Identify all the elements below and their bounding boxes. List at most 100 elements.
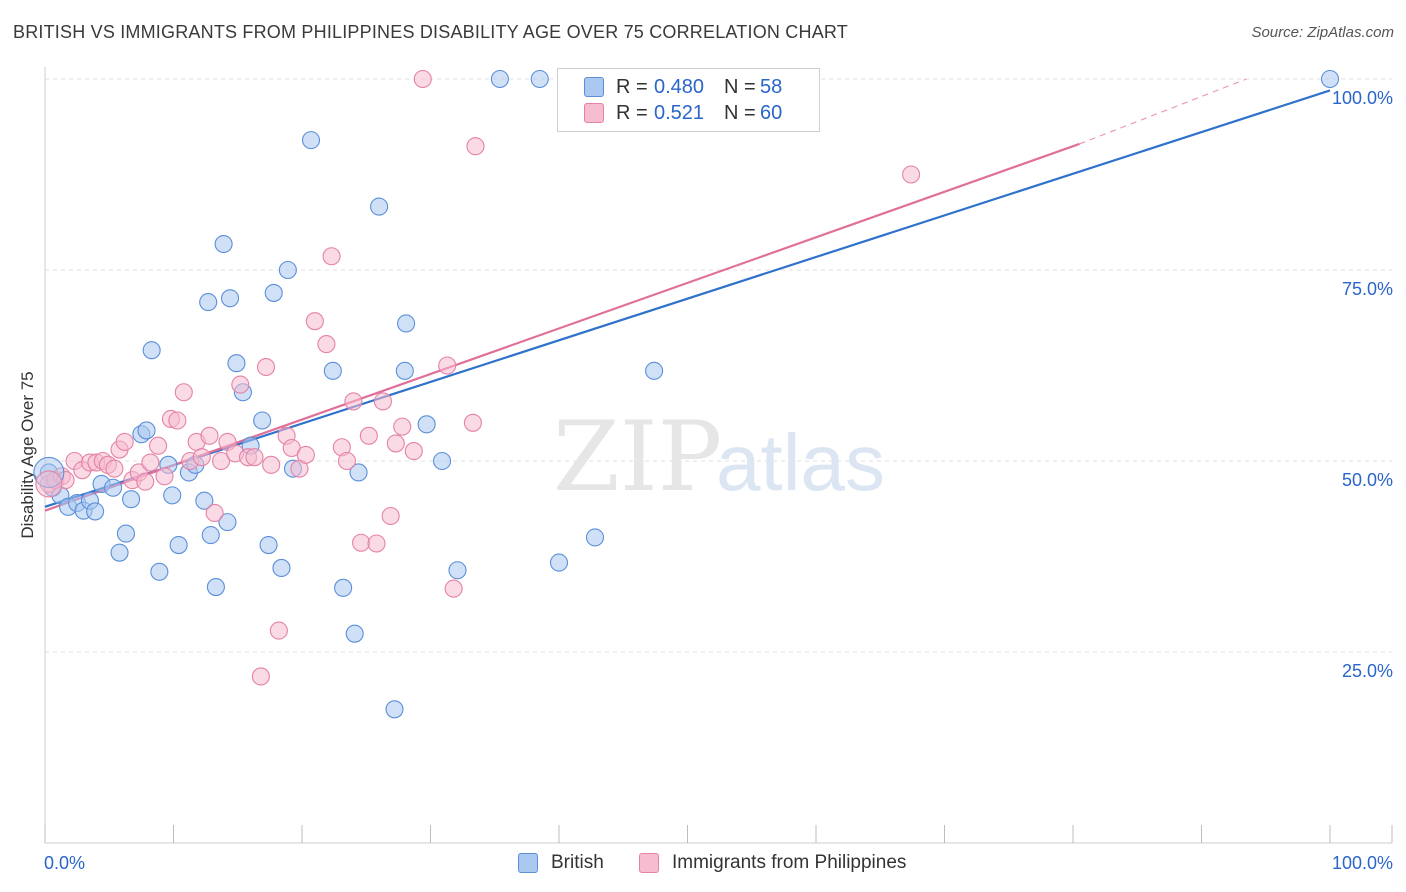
- british-point: [645, 361, 664, 380]
- british-point: [195, 491, 214, 510]
- trend-lines: [44, 78, 1331, 512]
- philippines-point: [344, 392, 363, 411]
- x-tick-label: 100.0%: [1332, 853, 1393, 873]
- r-value: 0.480: [654, 75, 705, 98]
- british-point: [370, 197, 389, 216]
- philippines-point: [393, 417, 412, 436]
- philippines-trend-extension: [1079, 78, 1247, 145]
- british-point: [272, 558, 291, 578]
- british-point: [110, 543, 129, 562]
- philippines-point: [192, 448, 211, 467]
- philippines-point: [245, 448, 264, 467]
- philippines-point: [155, 467, 174, 486]
- n-value: 58: [760, 75, 783, 98]
- philippines-point: [373, 392, 393, 411]
- philippines-point: [231, 375, 250, 394]
- british-point: [206, 578, 225, 597]
- british-point: [264, 283, 283, 302]
- series-legend: British Immigrants from Philippines: [0, 852, 1406, 876]
- british-point: [448, 561, 467, 580]
- philippines-trend-line: [44, 142, 1080, 512]
- british-point: [220, 289, 240, 308]
- british-point: [1320, 69, 1340, 89]
- legend-item-philippines[interactable]: Immigrants from Philippines: [639, 852, 906, 874]
- british-point: [137, 421, 156, 440]
- british-swatch: [584, 77, 604, 97]
- philippines-point: [438, 356, 457, 375]
- y-tick-label: 75.0%: [1342, 279, 1393, 299]
- philippines-point: [466, 137, 485, 156]
- british-trend-line: [44, 89, 1331, 508]
- n-label: N =: [724, 75, 756, 98]
- british-point: [163, 486, 182, 505]
- y-tick-label: 50.0%: [1342, 470, 1393, 490]
- british-point: [116, 524, 136, 543]
- r-label: R =: [616, 75, 648, 98]
- british-point: [214, 234, 233, 254]
- philippines-point: [404, 442, 423, 461]
- axes: [44, 67, 1393, 844]
- british-point: [585, 528, 605, 547]
- british-point: [490, 69, 509, 89]
- legend-item-british[interactable]: British: [518, 852, 604, 874]
- tick-labels: 25.0% 50.0% 75.0% 100.0% 0.0% 100.0%: [44, 88, 1393, 873]
- british-point: [278, 260, 297, 280]
- philippines-point: [305, 312, 324, 331]
- philippines-point: [105, 459, 124, 478]
- philippines-point: [149, 436, 168, 455]
- x-tick-label: 0.0%: [44, 853, 85, 873]
- british-point: [199, 293, 218, 312]
- legend-label: Immigrants from Philippines: [672, 852, 907, 873]
- philippines-point: [902, 165, 921, 184]
- british-point: [549, 553, 569, 572]
- n-value: 60: [760, 101, 783, 124]
- philippines-point: [322, 247, 341, 266]
- british-point: [417, 415, 436, 434]
- philippines-swatch: [639, 853, 659, 873]
- philippines-point: [174, 383, 193, 402]
- philippines-point: [200, 426, 219, 445]
- philippines-point: [115, 432, 134, 451]
- philippines-point: [141, 453, 160, 472]
- philippines-point: [205, 503, 224, 523]
- british-point: [530, 69, 549, 89]
- legend-row-british: R = 0.480 N = 58: [584, 75, 782, 99]
- british-point: [253, 411, 272, 430]
- british-point: [142, 341, 161, 360]
- british-point: [227, 354, 246, 373]
- british-point: [345, 624, 364, 643]
- n-label: N =: [724, 101, 756, 124]
- watermark-zip: ZIP: [553, 401, 722, 513]
- philippines-point: [256, 357, 276, 377]
- british-point: [349, 463, 368, 482]
- philippines-point: [367, 534, 386, 553]
- british-point: [201, 526, 220, 545]
- philippines-point: [251, 667, 270, 686]
- source-label: Source: ZipAtlas.com: [1251, 24, 1394, 41]
- philippines-point: [269, 621, 288, 640]
- british-point: [433, 451, 452, 471]
- british-swatch: [518, 853, 538, 873]
- philippines-point: [359, 426, 378, 445]
- grid-lines: [45, 78, 1392, 653]
- british-point: [395, 361, 414, 380]
- philippines-point: [413, 69, 432, 89]
- british-point: [86, 502, 105, 521]
- british-point: [218, 513, 237, 532]
- y-tick-label: 100.0%: [1332, 88, 1393, 108]
- watermark-atlas: atlas: [716, 418, 885, 507]
- british-point: [323, 361, 342, 380]
- r-value: 0.521: [654, 101, 705, 124]
- british-point: [169, 535, 188, 555]
- british-point: [150, 562, 169, 581]
- philippines-point: [444, 579, 463, 598]
- philippines-point: [386, 434, 405, 453]
- philippines-swatch: [584, 103, 604, 123]
- british-point: [334, 578, 353, 597]
- british-point: [259, 535, 278, 555]
- philippines-point: [262, 455, 281, 474]
- philippines-point: [337, 451, 357, 471]
- chart-title: BRITISH VS IMMIGRANTS FROM PHILIPPINES D…: [13, 22, 848, 42]
- philippines-point: [296, 445, 315, 464]
